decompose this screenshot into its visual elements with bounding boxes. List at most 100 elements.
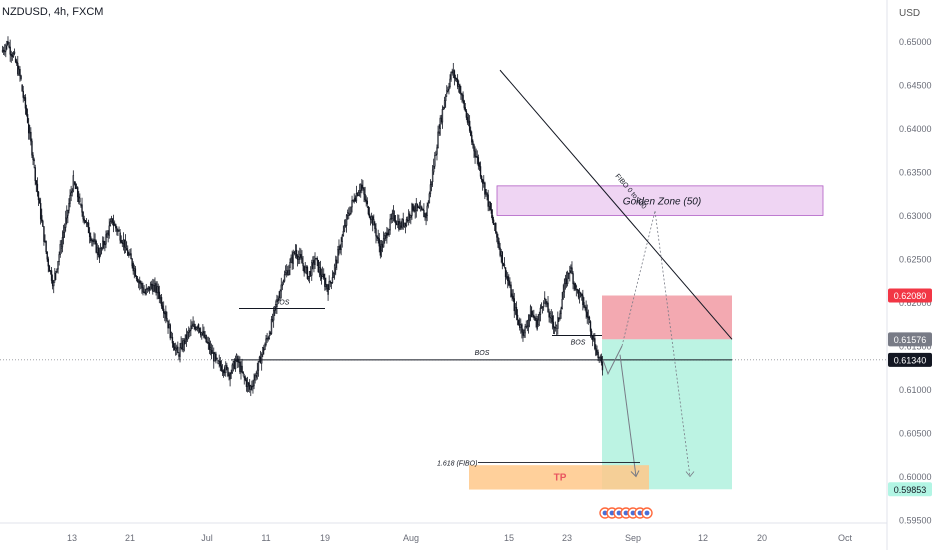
- candle-body: [462, 94, 464, 102]
- candle-body: [407, 213, 410, 221]
- candle-body: [513, 298, 515, 312]
- candle-body: [426, 205, 428, 216]
- candle-body: [492, 219, 495, 225]
- candle-body: [267, 337, 269, 340]
- candle-body: [324, 277, 326, 287]
- candle-body: [116, 227, 118, 232]
- candle-body: [547, 302, 549, 313]
- candle-body: [526, 325, 529, 328]
- candle-body: [558, 317, 560, 320]
- time-axis[interactable]: 13 21 Jul 11 19 Aug 15 23 Sep 12 20 Oct: [67, 533, 853, 543]
- flag-icon: [644, 510, 650, 516]
- flag-icon: [623, 510, 629, 516]
- candle-body: [471, 135, 473, 143]
- candle-body: [584, 306, 586, 308]
- candle-body: [205, 334, 207, 343]
- candle-body: [316, 257, 318, 261]
- candle-body: [67, 209, 69, 216]
- candle-body: [131, 258, 133, 267]
- candle-body: [110, 218, 113, 223]
- candle-body: [472, 141, 474, 146]
- candle-body: [173, 346, 176, 351]
- candle-body: [253, 379, 255, 387]
- candle-body: [24, 97, 27, 109]
- candle-body: [479, 166, 482, 177]
- candle-body: [222, 370, 225, 374]
- fibo-trend-line: [499, 69, 733, 340]
- candle-body: [281, 284, 284, 287]
- candle-body: [46, 251, 48, 260]
- candle-body: [146, 288, 149, 290]
- candle-body: [337, 249, 339, 264]
- candle-body: [20, 75, 22, 80]
- symbol-label[interactable]: NZDUSD, 4h, FXCM: [2, 6, 104, 18]
- candle-body: [134, 268, 137, 277]
- candle-body: [599, 356, 601, 358]
- candle-body: [465, 110, 468, 118]
- candle-body: [345, 215, 348, 226]
- candle-body: [577, 289, 580, 298]
- price-tick-label: 0.61500: [899, 341, 932, 351]
- candle-body: [252, 385, 254, 387]
- bos-label: BOS: [571, 340, 586, 347]
- candle-body: [368, 213, 371, 218]
- candle-body: [514, 306, 517, 312]
- candle-body: [99, 248, 102, 255]
- candle-body: [400, 225, 402, 228]
- candle-body: [369, 216, 372, 220]
- candle-body: [186, 332, 189, 340]
- candle-body: [538, 314, 541, 321]
- candle-body: [389, 218, 391, 231]
- candle-body: [289, 261, 291, 268]
- candle-body: [332, 273, 335, 278]
- candle-body: [402, 219, 404, 227]
- candle-body: [464, 107, 466, 112]
- golden-zone-label: Golden Zone (50): [623, 197, 701, 208]
- candle-body: [245, 379, 248, 388]
- candle-body: [535, 318, 537, 321]
- candle-body: [521, 324, 523, 333]
- time-tick-label: 19: [320, 533, 330, 543]
- candle-body: [35, 180, 38, 185]
- candle-body: [169, 324, 171, 339]
- candle-body: [185, 334, 188, 340]
- candle-body: [278, 297, 280, 300]
- candle-body: [520, 324, 522, 328]
- candle-body: [423, 210, 425, 218]
- candle-body: [177, 346, 179, 354]
- candle-body: [80, 204, 82, 206]
- candle-body: [72, 175, 75, 192]
- candle-body: [551, 315, 554, 323]
- candle-body: [145, 289, 147, 295]
- candle-body: [60, 246, 63, 249]
- candle-body: [122, 239, 125, 244]
- candle-body: [143, 291, 145, 294]
- candle-body: [318, 267, 321, 273]
- candle-body: [7, 41, 9, 45]
- candle-body: [163, 308, 165, 314]
- candle-body: [296, 255, 299, 260]
- candle-body: [391, 213, 394, 219]
- candle-body: [302, 262, 304, 267]
- candle-body: [581, 293, 583, 297]
- candle-body: [133, 268, 136, 272]
- candle-body: [459, 84, 461, 94]
- candle-body: [394, 220, 397, 224]
- candle-body: [149, 283, 152, 291]
- price-axis[interactable]: 0.65000 0.64500 0.64000 0.63500 0.63000 0.625…: [899, 37, 932, 526]
- candle-body: [104, 243, 106, 246]
- candle-body: [585, 306, 587, 313]
- candle-body: [144, 291, 146, 295]
- candle-body: [197, 323, 200, 329]
- price-badge: [888, 482, 932, 497]
- candle-body: [352, 199, 354, 202]
- candle-body: [452, 70, 455, 73]
- candle-body: [295, 249, 298, 257]
- candle-body: [47, 258, 49, 267]
- candle-body: [363, 188, 365, 195]
- price-badge-label: 0.61340: [894, 355, 927, 365]
- candle-body: [313, 260, 315, 265]
